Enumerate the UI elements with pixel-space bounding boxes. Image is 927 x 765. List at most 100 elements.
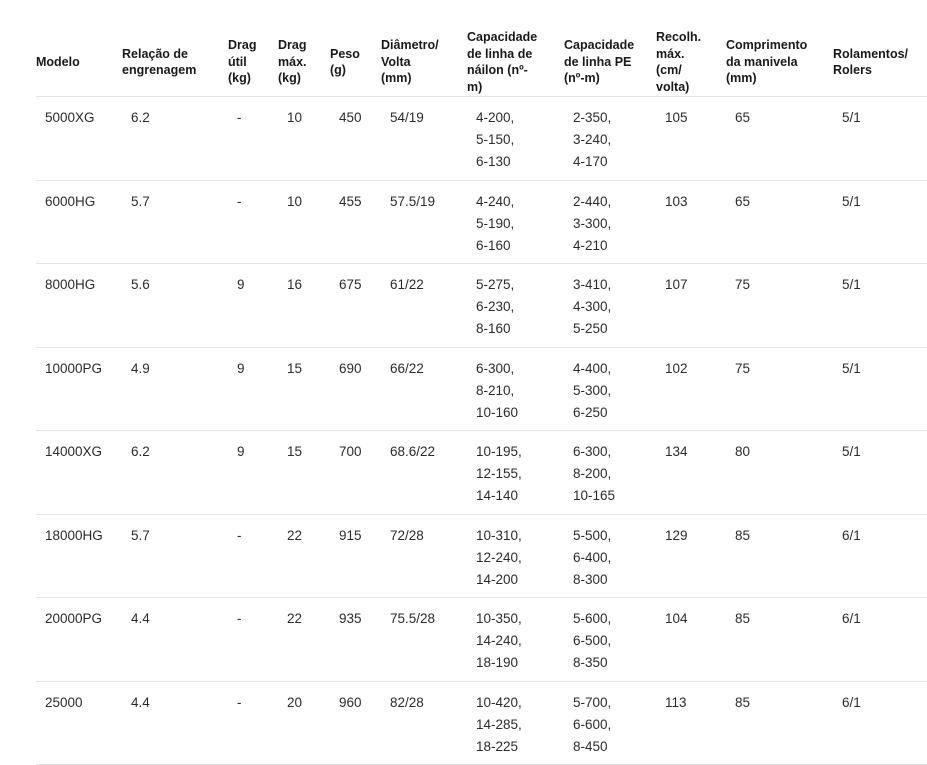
cell-modelo: 20000PG xyxy=(36,598,122,681)
cell-peso: 455 xyxy=(330,181,381,264)
line-capacity-value: 10-165 xyxy=(573,485,652,507)
cell-drag-max: 22 xyxy=(278,515,330,598)
cell-rolamentos: 5/1 xyxy=(833,181,927,264)
cell-recolhimento-max: 107 xyxy=(656,264,726,347)
line-capacity-value: 5-250 xyxy=(573,318,652,340)
cell-capacidade-pe: 4-400,5-300,6-250 xyxy=(564,348,656,431)
column-header-capacidade-pe: Capacidade de linha PE (nº-m) xyxy=(564,37,656,87)
line-capacity-value: 8-160 xyxy=(476,318,560,340)
cell-capacidade-nailon: 10-195,12-155,14-140 xyxy=(467,431,564,514)
line-capacity-value: 5-600, xyxy=(573,608,652,630)
line-capacity-value: 4-400, xyxy=(573,358,652,380)
cell-drag-max: 10 xyxy=(278,97,330,180)
line-capacity-value: 6-160 xyxy=(476,235,560,257)
cell-relacao-engrenagem: 5.7 xyxy=(122,181,228,264)
line-capacity-value: 6-130 xyxy=(476,151,560,173)
line-capacity-value: 5-700, xyxy=(573,692,652,714)
cell-peso: 675 xyxy=(330,264,381,347)
cell-peso: 960 xyxy=(330,682,381,765)
cell-diametro-volta: 57.5/19 xyxy=(381,181,467,264)
cell-diametro-volta: 75.5/28 xyxy=(381,598,467,681)
line-capacity-value: 14-285, xyxy=(476,714,560,736)
cell-rolamentos: 6/1 xyxy=(833,515,927,598)
cell-capacidade-pe: 5-600,6-500,8-350 xyxy=(564,598,656,681)
cell-peso: 935 xyxy=(330,598,381,681)
cell-diametro-volta: 82/28 xyxy=(381,682,467,765)
line-capacity-value: 2-440, xyxy=(573,191,652,213)
column-header-comprimento-manivela: Comprimento da manivela (mm) xyxy=(726,37,833,87)
cell-modelo: 14000XG xyxy=(36,431,122,514)
column-header-rolamentos: Rolamentos/ Rolers xyxy=(833,46,927,79)
cell-recolhimento-max: 105 xyxy=(656,97,726,180)
cell-capacidade-pe: 5-500,6-400,8-300 xyxy=(564,515,656,598)
cell-capacidade-nailon: 10-310,12-240,14-200 xyxy=(467,515,564,598)
cell-drag-max: 22 xyxy=(278,598,330,681)
cell-rolamentos: 5/1 xyxy=(833,348,927,431)
cell-rolamentos: 5/1 xyxy=(833,431,927,514)
line-capacity-value: 2-350, xyxy=(573,107,652,129)
cell-peso: 915 xyxy=(330,515,381,598)
line-capacity-value: 5-275, xyxy=(476,274,560,296)
line-capacity-value: 12-155, xyxy=(476,463,560,485)
cell-rolamentos: 6/1 xyxy=(833,682,927,765)
cell-diametro-volta: 54/19 xyxy=(381,97,467,180)
line-capacity-value: 3-410, xyxy=(573,274,652,296)
cell-recolhimento-max: 102 xyxy=(656,348,726,431)
cell-recolhimento-max: 134 xyxy=(656,431,726,514)
cell-recolhimento-max: 103 xyxy=(656,181,726,264)
cell-capacidade-pe: 2-350,3-240,4-170 xyxy=(564,97,656,180)
cell-peso: 700 xyxy=(330,431,381,514)
cell-comprimento-manivela: 85 xyxy=(726,598,833,681)
cell-drag-util: 9 xyxy=(228,348,278,431)
cell-recolhimento-max: 104 xyxy=(656,598,726,681)
table-body: 5000XG 6.2 - 10 450 54/19 4-200,5-150,6-… xyxy=(36,97,927,765)
cell-relacao-engrenagem: 6.2 xyxy=(122,97,228,180)
cell-capacidade-nailon: 10-350,14-240,18-190 xyxy=(467,598,564,681)
line-capacity-value: 6-300, xyxy=(573,441,652,463)
cell-capacidade-nailon: 6-300,8-210,10-160 xyxy=(467,348,564,431)
line-capacity-value: 10-195, xyxy=(476,441,560,463)
line-capacity-value: 4-300, xyxy=(573,296,652,318)
line-capacity-value: 8-210, xyxy=(476,380,560,402)
cell-comprimento-manivela: 85 xyxy=(726,682,833,765)
cell-relacao-engrenagem: 4.4 xyxy=(122,682,228,765)
line-capacity-value: 3-240, xyxy=(573,129,652,151)
line-capacity-value: 4-170 xyxy=(573,151,652,173)
cell-drag-max: 15 xyxy=(278,348,330,431)
cell-relacao-engrenagem: 5.6 xyxy=(122,264,228,347)
cell-drag-max: 20 xyxy=(278,682,330,765)
cell-diametro-volta: 61/22 xyxy=(381,264,467,347)
cell-modelo: 18000HG xyxy=(36,515,122,598)
table-row: 14000XG 6.2 9 15 700 68.6/22 10-195,12-1… xyxy=(36,431,927,515)
column-header-capacidade-nailon: Capacidade de linha de náilon (nº- m) xyxy=(467,29,564,95)
line-capacity-value: 4-240, xyxy=(476,191,560,213)
cell-diametro-volta: 66/22 xyxy=(381,348,467,431)
table-row: 20000PG 4.4 - 22 935 75.5/28 10-350,14-2… xyxy=(36,598,927,682)
cell-comprimento-manivela: 85 xyxy=(726,515,833,598)
line-capacity-value: 14-240, xyxy=(476,630,560,652)
cell-capacidade-pe: 6-300,8-200,10-165 xyxy=(564,431,656,514)
line-capacity-value: 10-350, xyxy=(476,608,560,630)
table-row: 18000HG 5.7 - 22 915 72/28 10-310,12-240… xyxy=(36,515,927,599)
cell-peso: 450 xyxy=(330,97,381,180)
reel-spec-table: Modelo Relação de engrenagem Drag útil (… xyxy=(36,0,927,765)
cell-drag-util: 9 xyxy=(228,264,278,347)
line-capacity-value: 8-350 xyxy=(573,652,652,674)
table-row: 8000HG 5.6 9 16 675 61/22 5-275,6-230,8-… xyxy=(36,264,927,348)
cell-capacidade-pe: 5-700,6-600,8-450 xyxy=(564,682,656,765)
cell-relacao-engrenagem: 5.7 xyxy=(122,515,228,598)
line-capacity-value: 5-500, xyxy=(573,525,652,547)
column-header-modelo: Modelo xyxy=(36,54,122,71)
table-row: 10000PG 4.9 9 15 690 66/22 6-300,8-210,1… xyxy=(36,348,927,432)
cell-drag-util: - xyxy=(228,97,278,180)
line-capacity-value: 14-140 xyxy=(476,485,560,507)
column-header-recolhimento-max: Recolh. máx. (cm/ volta) xyxy=(656,29,726,95)
line-capacity-value: 6-300, xyxy=(476,358,560,380)
table-row: 25000 4.4 - 20 960 82/28 10-420,14-285,1… xyxy=(36,682,927,765)
line-capacity-value: 6-500, xyxy=(573,630,652,652)
cell-capacidade-nailon: 4-200,5-150,6-130 xyxy=(467,97,564,180)
line-capacity-value: 10-310, xyxy=(476,525,560,547)
line-capacity-value: 12-240, xyxy=(476,547,560,569)
line-capacity-value: 18-190 xyxy=(476,652,560,674)
cell-diametro-volta: 68.6/22 xyxy=(381,431,467,514)
